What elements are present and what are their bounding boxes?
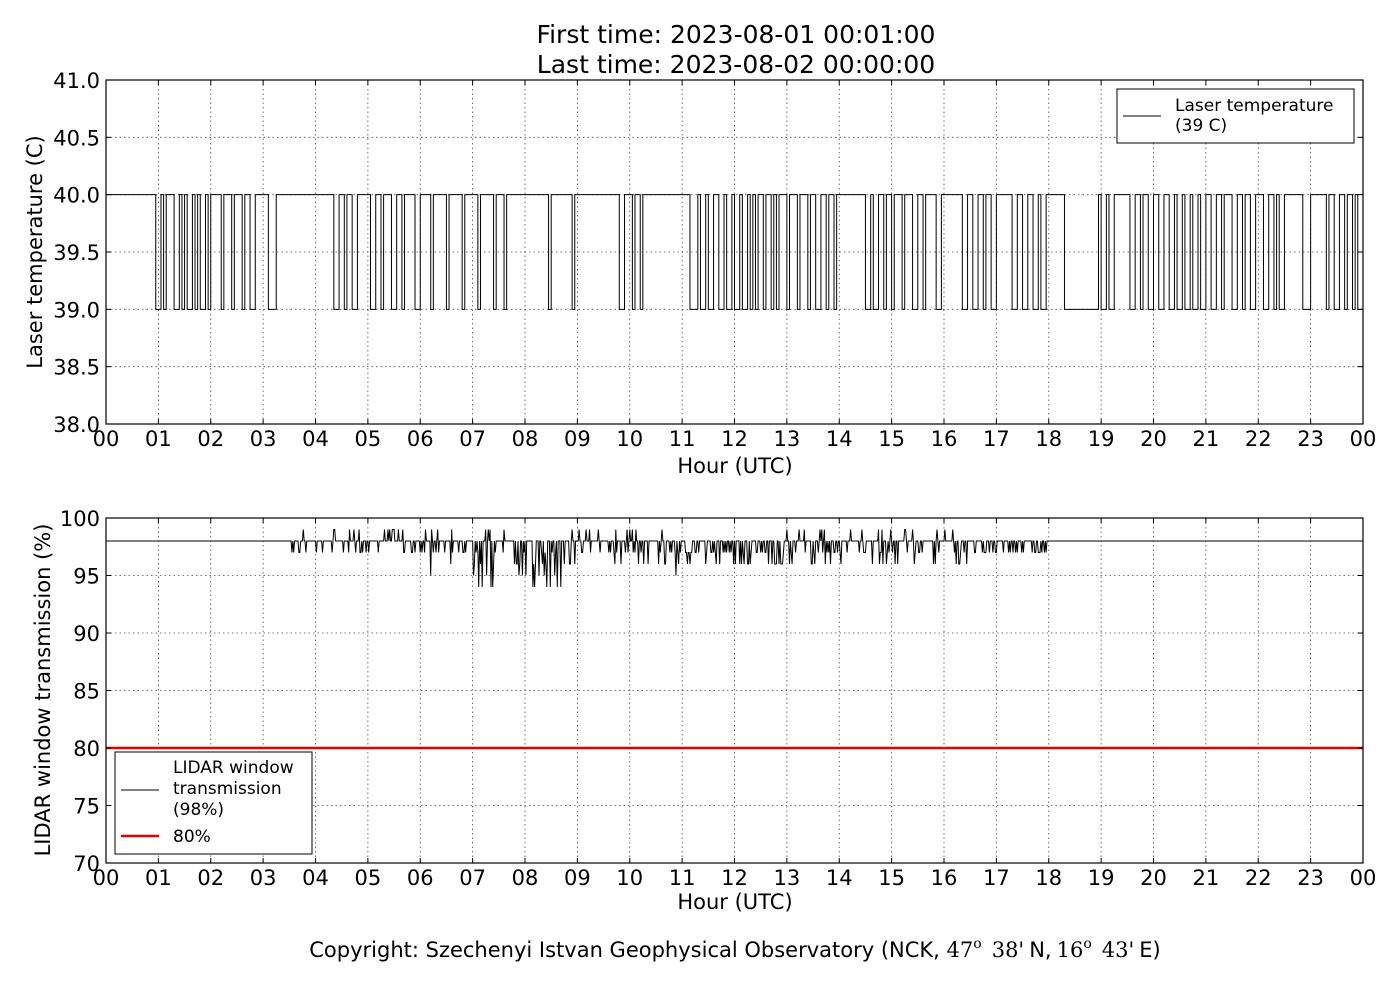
lidar-x-tick-label: 15 (878, 866, 905, 890)
longitude-degrees: 16 (1057, 938, 1084, 962)
lidar-transmission-chart: 70 75 80 85 90 95 100 00 01 02 03 04 05 06 07 08 09 10 11… (31, 507, 1376, 914)
copyright-text: Copyright: Szechenyi Istvan Geophysical … (309, 938, 946, 962)
laser-x-tick-label: 06 (407, 427, 434, 451)
laser-x-tick-label: 18 (1035, 427, 1062, 451)
laser-x-tick-label: 12 (721, 427, 748, 451)
laser-x-tick-label: 10 (616, 427, 643, 451)
lidar-x-tick-label: 22 (1245, 866, 1272, 890)
laser-x-tick-label: 20 (1140, 427, 1167, 451)
longitude-minutes: 43' (1102, 938, 1135, 962)
lidar-x-tick-label: 20 (1140, 866, 1167, 890)
laser-x-tick-label: 00 (93, 427, 120, 451)
latitude-degree-sign: o (973, 936, 981, 952)
laser-x-tick-label: 16 (931, 427, 958, 451)
lidar-y-axis-label: LIDAR window transmission (%) (31, 524, 55, 857)
lidar-x-tick-label: 04 (302, 866, 329, 890)
lidar-legend-label-line1: LIDAR window (173, 758, 294, 778)
lidar-x-tick-label: 18 (1035, 866, 1062, 890)
laser-y-tick-label: 40.0 (53, 184, 100, 208)
laser-x-tick-label: 17 (983, 427, 1010, 451)
lidar-x-ticks: 00 01 02 03 04 05 06 07 08 09 10 11 12 13 14 15 16 17 18 19… (93, 518, 1377, 890)
laser-x-tick-label: 23 (1297, 427, 1324, 451)
laser-temperature-chart: 38.038.539.039.540.040.541.0 00 01 02 03 04 0… (23, 69, 1376, 478)
laser-x-tick-label: 11 (669, 427, 696, 451)
lidar-x-tick-label: 14 (826, 866, 853, 890)
laser-x-tick-label: 14 (826, 427, 853, 451)
laser-x-tick-label: 22 (1245, 427, 1272, 451)
lidar-x-tick-label: 03 (250, 866, 277, 890)
lidar-y-tick-label: 90 (73, 622, 100, 646)
longitude-direction: E) (1139, 938, 1160, 962)
laser-x-tick-label: 13 (774, 427, 801, 451)
lidar-x-tick-label: 01 (145, 866, 172, 890)
laser-x-tick-label: 21 (1193, 427, 1220, 451)
laser-y-tick-label: 39.5 (53, 241, 100, 265)
lidar-y-tick-label: 95 (73, 565, 100, 589)
laser-x-tick-label: 09 (564, 427, 591, 451)
lidar-y-tick-label: 75 (73, 795, 100, 819)
laser-temperature-line (106, 194, 1364, 310)
laser-x-tick-label: 03 (250, 427, 277, 451)
laser-x-tick-label: 00 (1350, 427, 1377, 451)
latitude-direction: N, (1029, 938, 1051, 962)
lidar-x-tick-label: 05 (355, 866, 382, 890)
laser-x-tick-label: 05 (355, 427, 382, 451)
threshold-legend-label: 80% (173, 827, 211, 847)
laser-y-tick-label: 38.5 (53, 356, 100, 380)
copyright-footer: Copyright: Szechenyi Istvan Geophysical … (309, 936, 1160, 962)
lidar-x-tick-label: 16 (931, 866, 958, 890)
lidar-x-tick-label: 23 (1297, 866, 1324, 890)
lidar-x-tick-label: 06 (407, 866, 434, 890)
lidar-x-tick-label: 08 (512, 866, 539, 890)
laser-x-tick-label: 19 (1088, 427, 1115, 451)
lidar-legend-label-line2: transmission (173, 779, 282, 799)
first-time-title: First time: 2023-08-01 00:01:00 (537, 20, 936, 49)
lidar-legend-label-line3: (98%) (173, 800, 224, 820)
longitude-degree-sign: o (1083, 936, 1091, 952)
lidar-x-tick-label: 19 (1088, 866, 1115, 890)
lidar-legend: LIDAR window transmission (98%) 80% (114, 751, 313, 855)
laser-y-tick-label: 41.0 (53, 69, 100, 93)
laser-y-ticks: 38.0 38.5 39.0 39.5 40.0 40.5 41.0 (53, 69, 1363, 437)
lidar-x-tick-label: 10 (616, 866, 643, 890)
laser-x-tick-label: 15 (878, 427, 905, 451)
lidar-x-axis-label: Hour (UTC) (677, 890, 792, 914)
laser-y-tick-label: 39.0 (53, 298, 100, 322)
lidar-y-tick-label: 80 (73, 737, 100, 761)
last-time-title: Last time: 2023-08-02 00:00:00 (537, 50, 935, 79)
lidar-x-tick-label: 21 (1193, 866, 1220, 890)
lidar-grid (106, 518, 1363, 863)
lidar-x-tick-label: 11 (669, 866, 696, 890)
lidar-x-tick-label: 13 (774, 866, 801, 890)
lidar-y-tick-label: 70 (73, 852, 100, 876)
laser-x-ticks: 00 01 02 03 04 05 06 07 08 09 10 11 12 13 14 15 16 17 18 19… (93, 80, 1377, 451)
laser-x-tick-label: 01 (145, 427, 172, 451)
lidar-x-tick-label: 00 (93, 866, 120, 890)
lidar-x-tick-label: 00 (1350, 866, 1377, 890)
laser-y-tick-label: 38.0 (53, 413, 100, 437)
laser-y-axis-label: Laser temperature (C) (23, 135, 47, 368)
latitude-minutes: 38' (992, 938, 1025, 962)
lidar-y-ticks: 70 75 80 85 90 95 100 (60, 507, 1363, 876)
laser-x-tick-label: 07 (459, 427, 486, 451)
lidar-x-tick-label: 12 (721, 866, 748, 890)
lidar-transmission-line (106, 529, 1363, 588)
laser-x-tick-label: 08 (512, 427, 539, 451)
laser-x-axis-label: Hour (UTC) (677, 454, 792, 478)
laser-legend-label-line1: Laser temperature (1175, 96, 1333, 116)
lidar-y-tick-label: 100 (60, 507, 100, 531)
lidar-y-tick-label: 85 (73, 680, 100, 704)
laser-legend-label-line2: (39 C) (1175, 116, 1227, 136)
lidar-x-tick-label: 07 (459, 866, 486, 890)
laser-y-tick-label: 40.5 (53, 126, 100, 150)
laser-x-tick-label: 02 (197, 427, 224, 451)
laser-x-tick-label: 04 (302, 427, 329, 451)
lidar-x-tick-label: 17 (983, 866, 1010, 890)
latitude-degrees: 47 (947, 938, 974, 962)
lidar-x-tick-label: 02 (197, 866, 224, 890)
lidar-x-tick-label: 09 (564, 866, 591, 890)
laser-legend: Laser temperature (39 C) (1116, 88, 1355, 144)
